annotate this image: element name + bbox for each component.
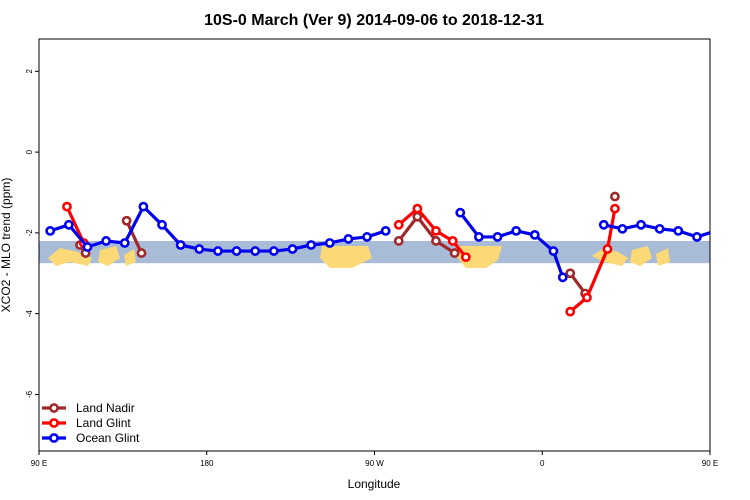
data-point (136, 248, 147, 258)
data-point (343, 234, 354, 244)
data-point (213, 246, 223, 256)
data-point (511, 225, 522, 236)
data-point (287, 244, 298, 254)
data-point (617, 223, 628, 234)
data-point (231, 246, 242, 256)
y-tick-label: -6 (25, 390, 34, 398)
data-point (268, 246, 279, 256)
data-point (548, 246, 559, 256)
data-point (447, 236, 458, 246)
data-point (731, 221, 738, 228)
x-tick-label: 90 W (365, 459, 384, 468)
series-land-glint (62, 201, 750, 317)
data-point (380, 225, 391, 236)
data-point (119, 238, 130, 248)
legend-label: Land Glint (76, 416, 131, 430)
land-patch (98, 246, 120, 266)
series-line (603, 223, 710, 239)
x-axis-label: Longitude (348, 477, 401, 491)
data-point (431, 236, 441, 246)
x-tick-label: 90 E (702, 459, 718, 468)
data-point (121, 215, 132, 226)
data-point (157, 219, 167, 230)
x-tick-label: 180 (200, 459, 214, 468)
data-point (582, 292, 592, 303)
data-point (473, 232, 484, 242)
data-point (610, 203, 620, 214)
data-point (692, 232, 702, 242)
data-point (712, 227, 719, 234)
y-tick-label: -2 (25, 229, 34, 237)
data-point (598, 219, 609, 230)
data-point (492, 232, 503, 242)
land-patch (48, 248, 92, 266)
land-patch (124, 249, 136, 266)
series-line (397, 215, 456, 255)
data-point (175, 240, 186, 250)
data-point (565, 306, 576, 317)
y-axis-label: XCO2 - MLO trend (ppm) (0, 178, 13, 313)
legend-marker (49, 418, 59, 428)
data-point (194, 244, 205, 254)
y-tick-label: 2 (25, 69, 34, 74)
data-point (460, 252, 471, 263)
data-point (101, 236, 111, 246)
data-point (565, 268, 576, 279)
legend-marker (49, 433, 59, 443)
series-layer (45, 191, 750, 317)
land-patches (48, 246, 670, 268)
y-tick-label: 0 (25, 149, 34, 154)
data-point (734, 203, 741, 210)
x-axis: 90 E 180 90 W 0 90 E (31, 451, 718, 468)
data-point (62, 201, 72, 212)
data-point (654, 223, 665, 234)
x-tick-label: 0 (540, 459, 545, 468)
legend-label: Land Nadir (76, 401, 135, 415)
land-patch (320, 246, 372, 268)
data-point (306, 240, 317, 250)
data-point (412, 203, 423, 214)
y-tick-label: -4 (25, 310, 34, 318)
land-patch (456, 246, 502, 268)
land-patch (630, 246, 652, 266)
series-ocean-glint (45, 201, 738, 283)
data-point (673, 225, 684, 236)
data-point (138, 201, 149, 212)
series-line (738, 207, 750, 243)
legend-marker (49, 403, 59, 413)
data-point (45, 225, 56, 236)
plot-area (39, 191, 750, 317)
series-land-nadir (75, 191, 620, 299)
land-patch (592, 248, 628, 266)
data-point (324, 238, 335, 248)
series-line (125, 220, 143, 254)
data-point (449, 248, 460, 258)
series-line (569, 208, 617, 313)
x-tick-label: 90 E (31, 459, 47, 468)
data-point (393, 236, 404, 246)
data-point (250, 246, 261, 256)
chart-title: 10S-0 March (Ver 9) 2014-09-06 to 2018-1… (204, 12, 544, 29)
data-point (610, 191, 620, 202)
data-point (362, 232, 372, 242)
data-point (82, 242, 93, 252)
data-point (412, 211, 423, 222)
background-band (39, 240, 710, 264)
data-point (431, 225, 441, 236)
data-point (529, 230, 540, 240)
legend-label: Ocean Glint (76, 431, 140, 445)
data-point (455, 207, 466, 218)
land-patch (656, 248, 670, 266)
y-axis: 2 0 -2 -4 -6 (25, 69, 39, 398)
data-point (602, 244, 613, 254)
data-point (63, 219, 74, 230)
data-point (636, 219, 646, 230)
data-point (557, 272, 568, 283)
data-point (393, 219, 404, 230)
